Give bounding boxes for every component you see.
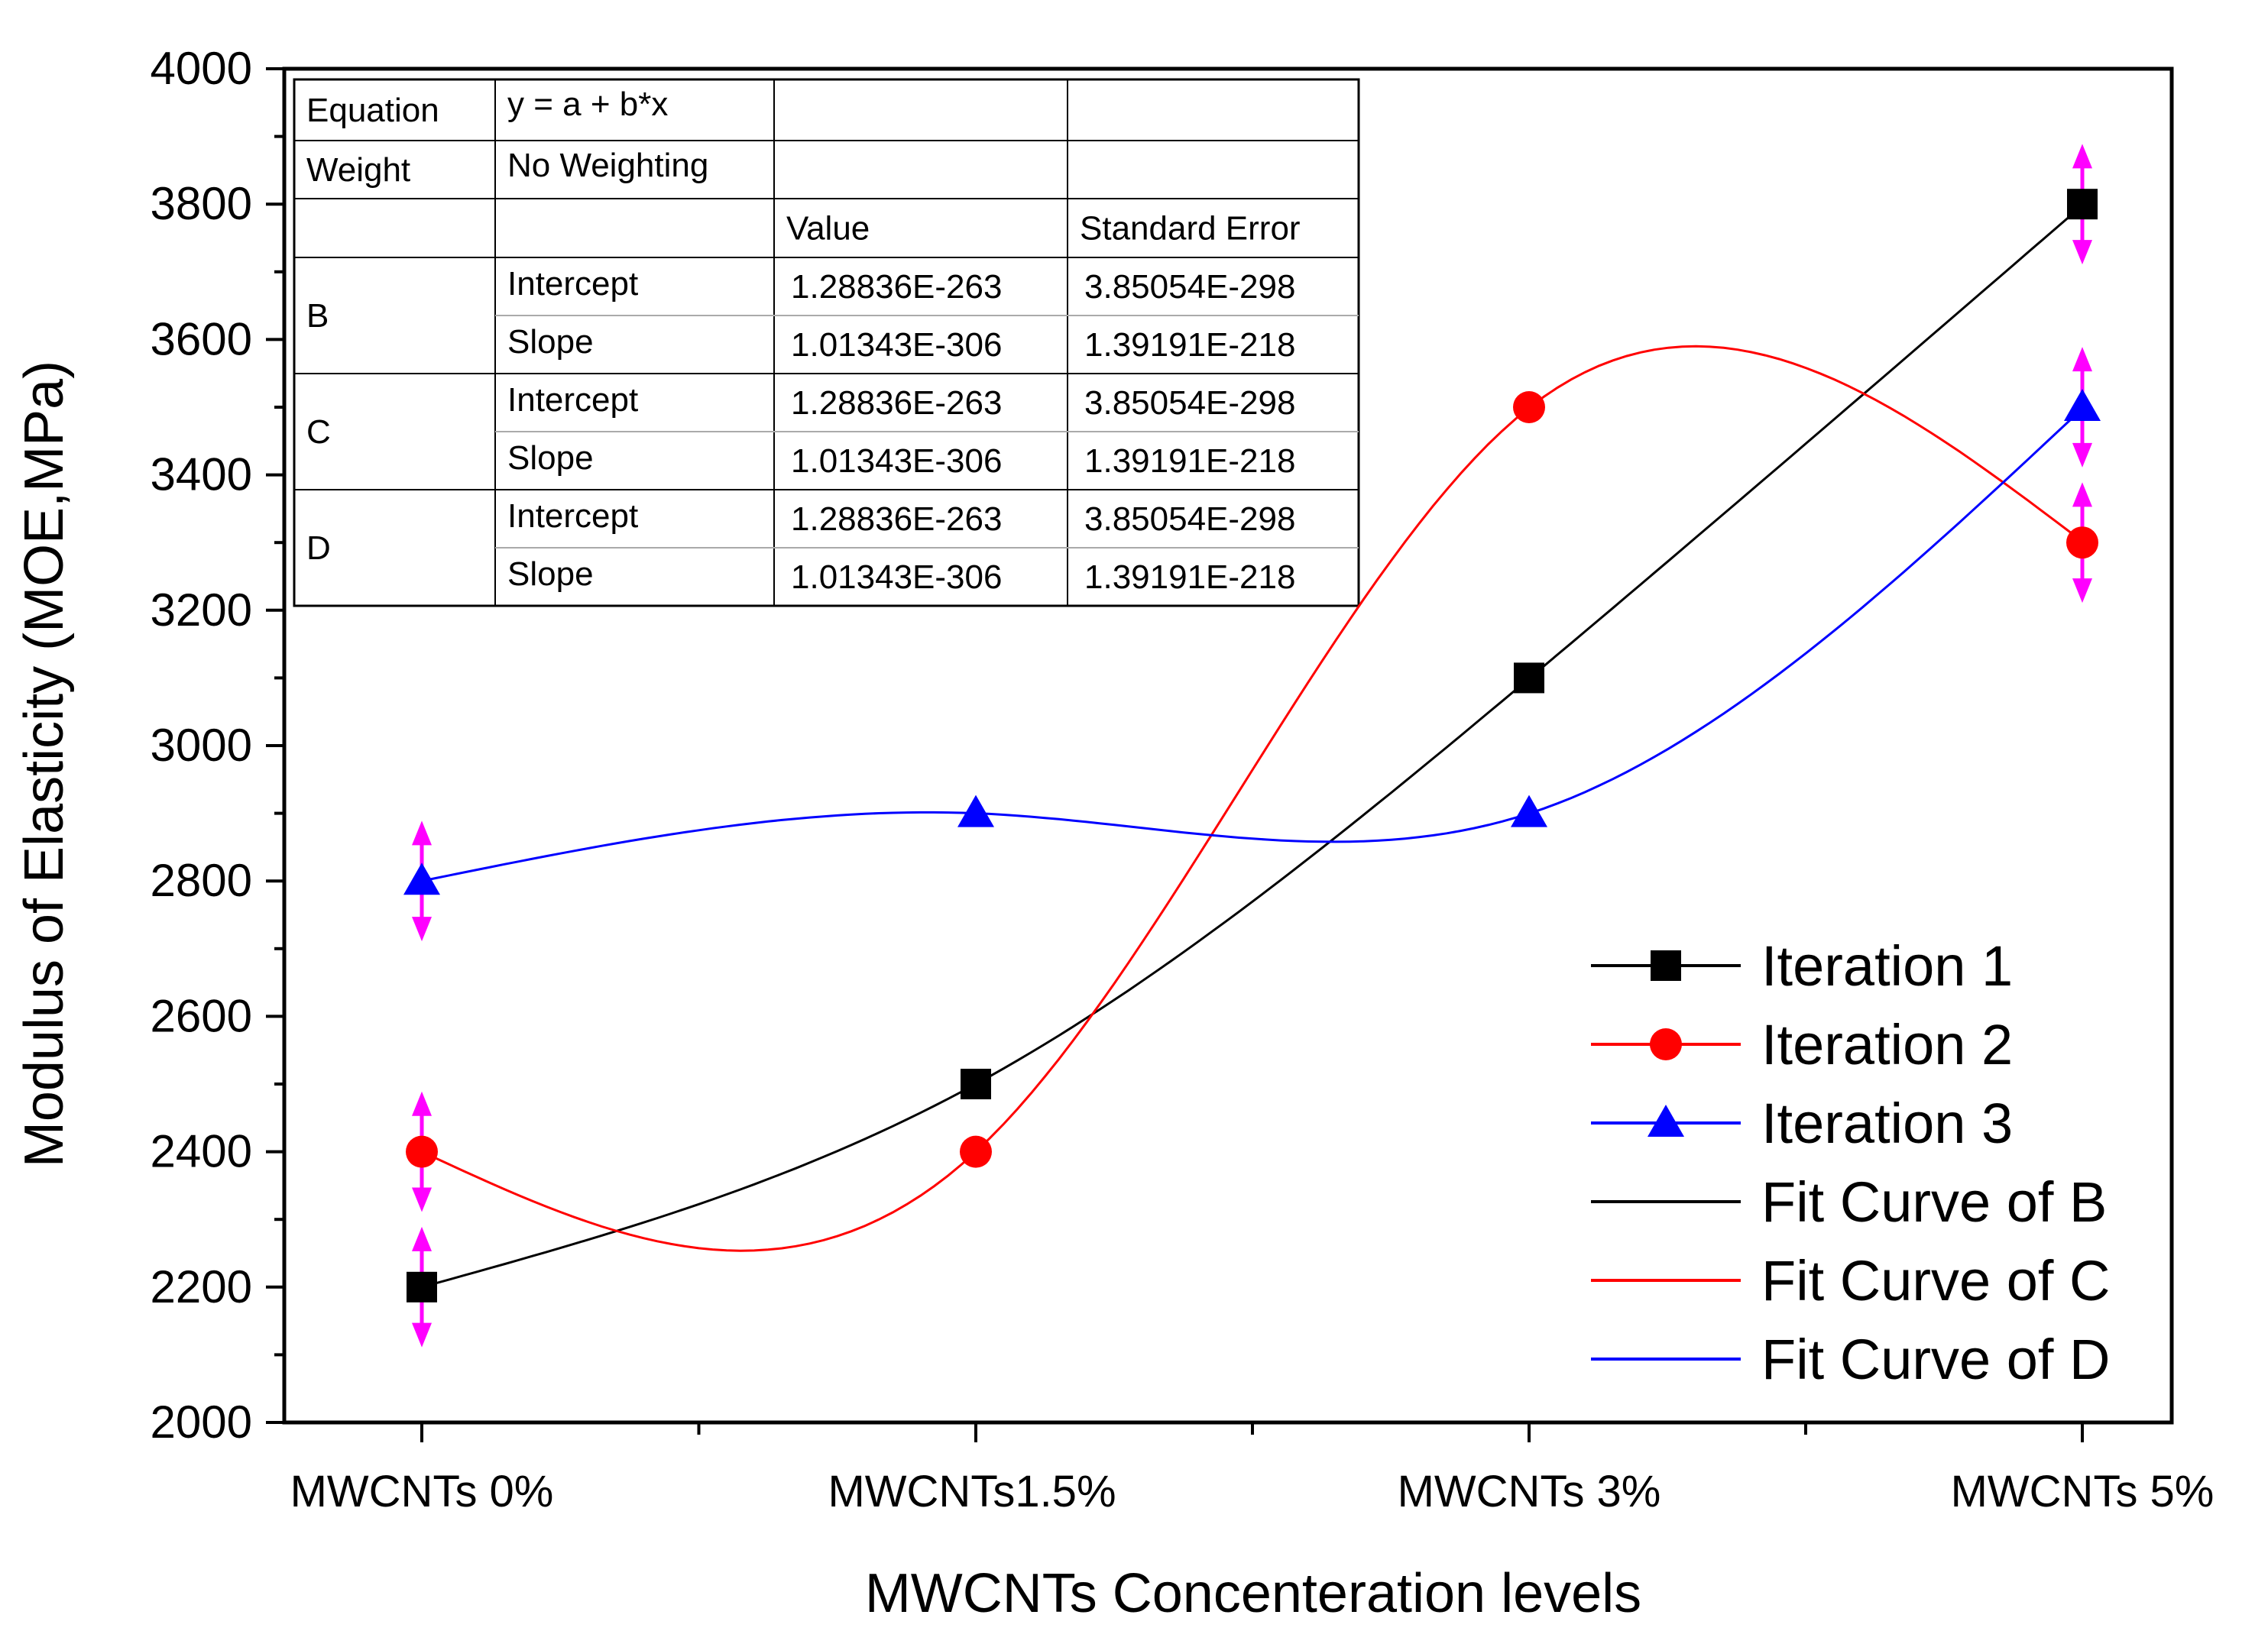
- data-point: [406, 1135, 438, 1168]
- error-bar-cap-bottom: [412, 917, 432, 942]
- table-std-error: 1.39191E-218: [1084, 442, 1295, 480]
- data-point: [1514, 662, 1544, 694]
- error-bar-cap-bottom: [2072, 578, 2092, 604]
- table-error-header: Standard Error: [1080, 210, 1301, 248]
- error-bar-cap-top: [2072, 144, 2092, 169]
- fit-curves-group: [421, 203, 2085, 1289]
- error-bar-cap-bottom: [412, 1322, 432, 1348]
- data-markers-group: [403, 189, 2101, 1303]
- legend-label: Iteration 3: [1761, 1092, 2013, 1155]
- table-param: Slope: [507, 439, 594, 477]
- fit-curve-line: [421, 345, 2085, 1252]
- legend-label: Fit Curve of B: [1761, 1170, 2107, 1234]
- table-param: Slope: [507, 323, 594, 361]
- y-tick-label: 3000: [151, 720, 252, 771]
- x-tick-label: MWCNTs 3%: [1398, 1467, 1661, 1516]
- y-tick-label: 3600: [151, 313, 252, 364]
- x-tick-label: MWCNTs1.5%: [828, 1467, 1116, 1516]
- table-weight-label: Weight: [306, 151, 410, 189]
- data-point: [960, 1135, 992, 1168]
- x-tick-label: MWCNTs 5%: [1951, 1467, 2215, 1516]
- legend-label: Iteration 1: [1761, 934, 2013, 998]
- data-point: [2066, 526, 2098, 559]
- error-bars-group: [412, 144, 2092, 1348]
- y-tick-label: 2600: [151, 990, 252, 1041]
- table-border: [293, 78, 1360, 607]
- table-param: Intercept: [507, 497, 638, 535]
- data-point: [961, 1069, 991, 1099]
- legend-label: Iteration 2: [1761, 1013, 2013, 1076]
- y-tick-label: 2800: [151, 855, 252, 906]
- table-value-header: Value: [786, 210, 870, 248]
- legend-swatch-marker: [1648, 1105, 1684, 1137]
- y-tick-label: 3200: [151, 584, 252, 636]
- fit-curve-line: [421, 203, 2085, 1289]
- error-bar-cap-bottom: [2072, 442, 2092, 468]
- table-value: 1.01343E-306: [791, 326, 1002, 364]
- error-bar-cap-top: [2072, 482, 2092, 507]
- table-group-name: D: [306, 529, 331, 567]
- table-value: 1.01343E-306: [791, 558, 1002, 596]
- table-group-name: C: [306, 413, 331, 451]
- fit-parameter-table: Equation y = a + b*x Weight No Weighting Val…: [293, 78, 1360, 607]
- data-point: [1513, 391, 1545, 423]
- table-value: 1.01343E-306: [791, 442, 1002, 480]
- y-tick-label: 2400: [151, 1126, 252, 1177]
- legend: Iteration 1 Iteration 2 Iteration 3 Fit Cur…: [1591, 934, 2110, 1391]
- table-std-error: 1.39191E-218: [1084, 326, 1295, 364]
- x-axis-title: MWCNTs Concenteration levels: [865, 1563, 1641, 1624]
- table-value: 1.28836E-263: [791, 500, 1002, 538]
- table-equation: y = a + b*x: [507, 86, 668, 123]
- x-tick-label: MWCNTs 0%: [290, 1467, 554, 1516]
- data-point: [2064, 389, 2101, 421]
- axes-group: 2000 2200 2400 2600 2800 3000 3200 3400 3600 3800…: [151, 43, 2215, 1516]
- data-point: [403, 862, 440, 895]
- error-bar-cap-top: [2072, 347, 2092, 372]
- y-tick-label: 4000: [151, 43, 252, 94]
- y-tick-label: 2000: [151, 1396, 252, 1448]
- y-tick-label: 3400: [151, 449, 252, 500]
- legend-swatch-marker: [1651, 950, 1681, 981]
- table-std-error: 3.85054E-298: [1084, 384, 1295, 422]
- table-std-error: 3.85054E-298: [1084, 268, 1295, 306]
- legend-label: Fit Curve of C: [1761, 1249, 2110, 1312]
- legend-swatch-marker: [1650, 1028, 1682, 1060]
- table-std-error: 3.85054E-298: [1084, 500, 1295, 538]
- table-weight: No Weighting: [507, 147, 708, 184]
- table-value: 1.28836E-263: [791, 268, 1002, 306]
- table-param: Slope: [507, 555, 594, 593]
- y-tick-label: 3800: [151, 178, 252, 229]
- data-point: [1511, 794, 1547, 827]
- data-point: [407, 1271, 437, 1303]
- data-point: [957, 794, 994, 827]
- y-axis-title: Modulus of Elasticity (MOE,MPa): [14, 361, 75, 1167]
- table-param: Intercept: [507, 381, 638, 419]
- table-group-name: B: [306, 297, 329, 335]
- error-bar-cap-top: [412, 820, 432, 846]
- table-param: Intercept: [507, 265, 638, 303]
- fit-curve-line: [421, 406, 2085, 882]
- error-bar-cap-bottom: [412, 1187, 432, 1212]
- error-bar-cap-top: [412, 1226, 432, 1251]
- table-value: 1.28836E-263: [791, 384, 1002, 422]
- y-tick-label: 2200: [151, 1261, 252, 1312]
- data-point: [2067, 189, 2098, 220]
- error-bar-cap-top: [412, 1091, 432, 1116]
- table-std-error: 1.39191E-218: [1084, 558, 1295, 596]
- error-bar-cap-bottom: [2072, 240, 2092, 265]
- legend-label: Fit Curve of D: [1761, 1328, 2110, 1391]
- table-equation-label: Equation: [306, 92, 439, 129]
